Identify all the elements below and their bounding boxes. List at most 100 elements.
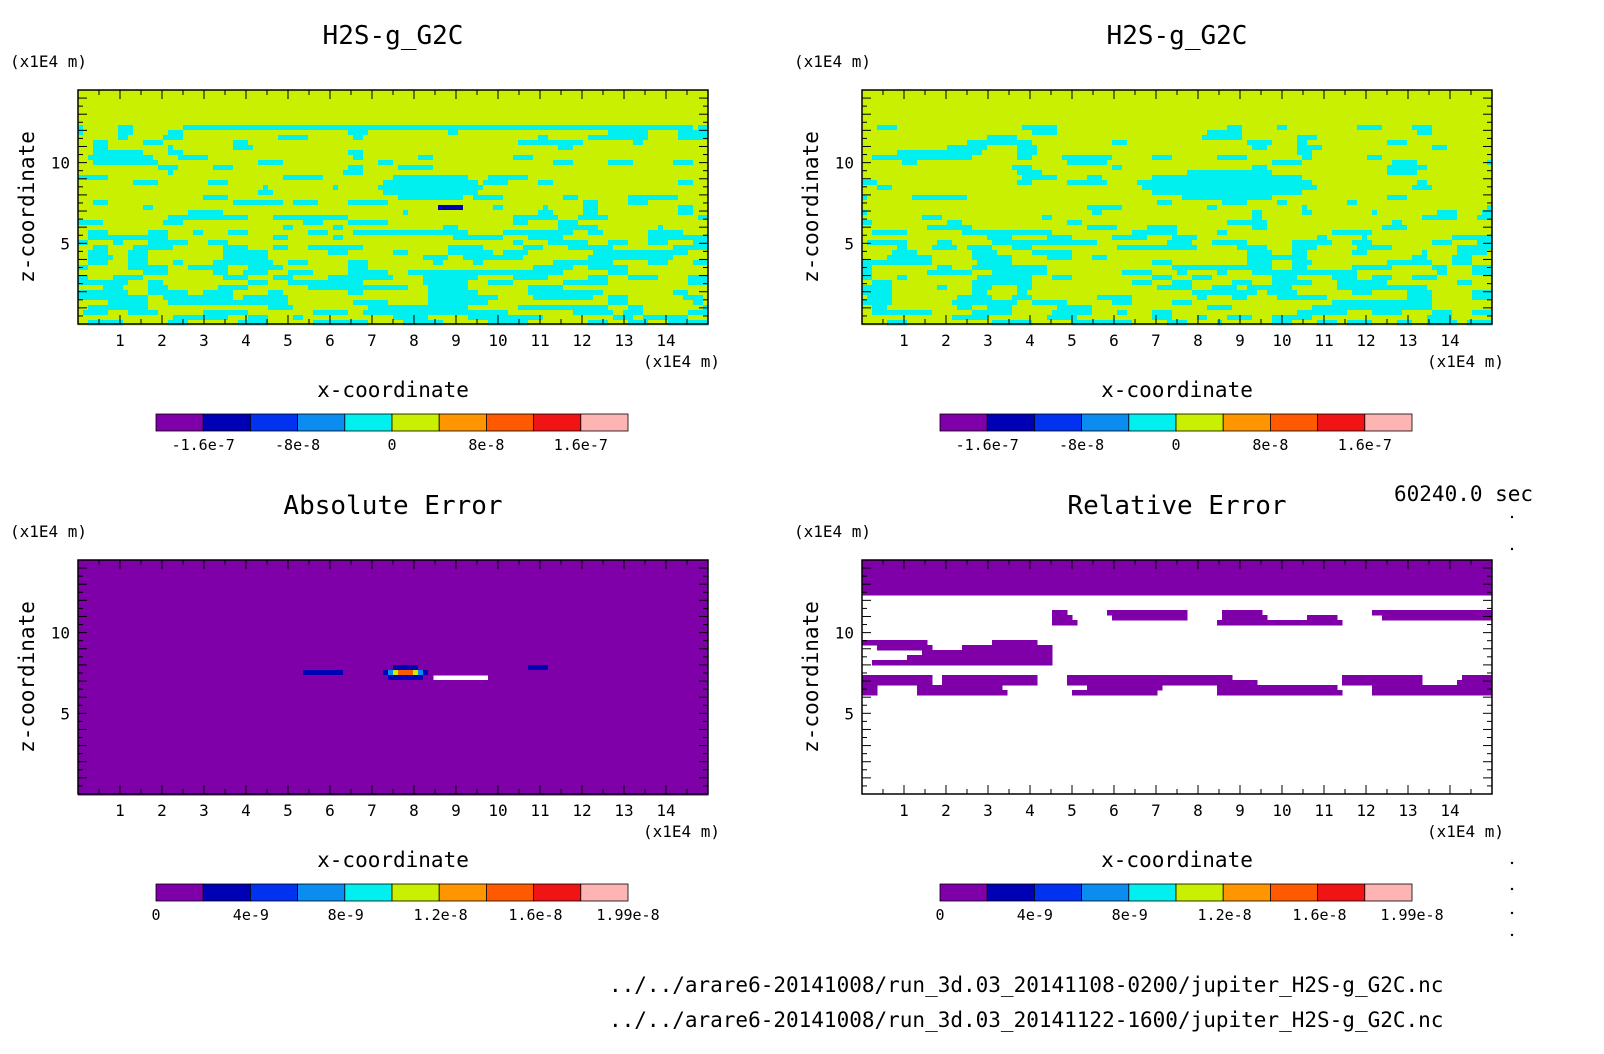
field-cell xyxy=(228,95,234,101)
field-cell xyxy=(98,105,104,111)
field-cell xyxy=(83,255,89,261)
field-cell xyxy=(393,195,399,201)
field-cell xyxy=(118,150,124,156)
field-cell xyxy=(178,135,184,141)
field-cell xyxy=(163,180,169,186)
field-cell xyxy=(603,110,609,116)
field-cell xyxy=(148,195,154,201)
field-cell xyxy=(473,200,479,206)
field-cell xyxy=(118,110,124,116)
field-cell xyxy=(668,230,674,236)
field-cell xyxy=(333,230,339,236)
field-cell xyxy=(113,230,119,236)
field-cell xyxy=(273,135,279,141)
field-cell xyxy=(678,265,684,271)
field-cell xyxy=(553,170,559,176)
field-cell xyxy=(568,270,574,276)
field-cell xyxy=(173,240,179,246)
field-cell xyxy=(553,100,559,106)
field-cell xyxy=(368,250,374,256)
field-cell xyxy=(313,140,319,146)
field-cell xyxy=(243,155,249,161)
field-cell xyxy=(298,215,304,221)
field-cell xyxy=(663,260,669,266)
field-cell xyxy=(588,265,594,271)
field-cell xyxy=(513,135,519,141)
field-cell xyxy=(453,255,459,261)
field-cell xyxy=(578,260,584,266)
field-cell xyxy=(683,145,689,151)
field-cell xyxy=(628,240,634,246)
field-cell xyxy=(468,230,474,236)
field-cell xyxy=(308,125,314,131)
field-cell xyxy=(153,205,159,211)
field-cell xyxy=(268,125,274,131)
field-cell xyxy=(193,150,199,156)
field-cell xyxy=(183,250,189,256)
field-cell xyxy=(503,205,509,211)
field-cell xyxy=(553,205,559,211)
field-cell xyxy=(408,170,414,176)
field-cell xyxy=(623,180,629,186)
field-cell xyxy=(408,165,414,171)
field-cell xyxy=(693,95,699,101)
field-cell xyxy=(133,285,139,291)
field-cell xyxy=(578,180,584,186)
field-cell xyxy=(188,190,194,196)
field-cell xyxy=(563,280,569,286)
field-cell xyxy=(423,105,429,111)
field-cell xyxy=(243,185,249,191)
field-cell xyxy=(573,100,579,106)
field-cell xyxy=(443,225,449,231)
field-cell xyxy=(468,215,474,221)
field-cell xyxy=(433,205,439,211)
field-cell xyxy=(483,115,489,121)
field-cell xyxy=(303,160,309,166)
field-cell xyxy=(548,90,554,96)
field-cell xyxy=(683,230,689,236)
field-cell xyxy=(218,200,224,206)
field-cell xyxy=(343,170,349,176)
field-cell xyxy=(393,230,399,236)
field-cell xyxy=(348,235,354,241)
field-cell xyxy=(553,235,559,241)
field-cell xyxy=(623,140,629,146)
field-cell xyxy=(593,270,599,276)
field-cell xyxy=(468,220,474,226)
field-cell xyxy=(338,120,344,126)
field-cell xyxy=(438,265,444,271)
field-cell xyxy=(233,180,239,186)
field-cell xyxy=(203,90,209,96)
field-cell xyxy=(553,115,559,121)
field-cell xyxy=(323,90,329,96)
field-cell xyxy=(83,215,89,221)
field-cell xyxy=(483,255,489,261)
field-cell xyxy=(78,170,84,176)
field-cell xyxy=(633,135,639,141)
field-cell xyxy=(118,255,124,261)
field-cell xyxy=(668,245,674,251)
field-cell xyxy=(673,270,679,276)
field-cell xyxy=(323,165,329,171)
field-cell xyxy=(138,125,144,131)
field-cell xyxy=(83,260,89,266)
field-cell xyxy=(603,170,609,176)
field-cell xyxy=(698,230,704,236)
field-cell xyxy=(303,165,309,171)
field-cell xyxy=(293,145,299,151)
field-cell xyxy=(123,260,129,266)
field-cell xyxy=(323,230,329,236)
field-cell xyxy=(323,145,329,151)
field-cell xyxy=(273,210,279,216)
field-cell xyxy=(498,150,504,156)
field-cell xyxy=(568,280,574,286)
field-cell xyxy=(358,130,364,136)
field-cell xyxy=(268,110,274,116)
field-cell xyxy=(703,215,709,221)
field-cell xyxy=(218,215,224,221)
field-cell xyxy=(193,90,199,96)
field-cell xyxy=(118,160,124,166)
field-cell xyxy=(608,165,614,171)
field-cell xyxy=(578,250,584,256)
field-cell xyxy=(503,245,509,251)
